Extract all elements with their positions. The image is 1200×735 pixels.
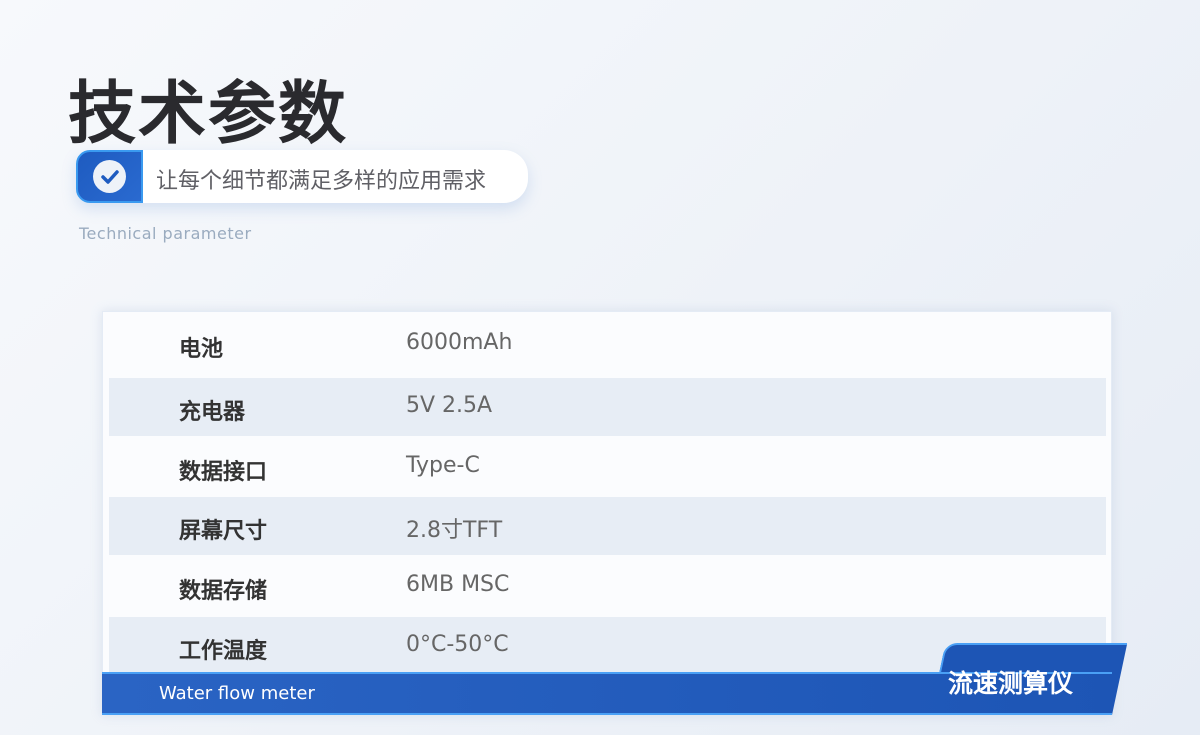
tagline: 让每个细节都满足多样的应用需求 (156, 169, 487, 194)
spec-label: 充电器 (179, 400, 246, 425)
table-row: 数据存储 6MB MSC (109, 557, 1106, 615)
spec-value: 6000mAh (406, 330, 513, 355)
spec-label: 数据接口 (179, 460, 268, 485)
spec-label: 数据存储 (179, 579, 268, 604)
table-row: 屏幕尺寸 2.8寸TFT (109, 497, 1106, 555)
spec-label: 电池 (179, 337, 224, 362)
tagline-pill: 让每个细节都满足多样的应用需求 (76, 150, 528, 203)
spec-value: 2.8寸TFT (406, 518, 503, 543)
spec-value: Type-C (406, 453, 480, 478)
spec-label: 工作温度 (179, 639, 268, 664)
subtitle: Technical parameter (79, 224, 252, 243)
page-title: 技术参数 (68, 74, 349, 154)
table-row: 充电器 5V 2.5A (109, 378, 1106, 436)
spec-value: 6MB MSC (406, 572, 510, 597)
product-name: 流速测算仪 (948, 669, 1074, 698)
spec-value: 0°C-50°C (406, 632, 509, 657)
footer-bar: Water flow meter (102, 672, 1112, 715)
check-circle-icon (93, 160, 126, 193)
badge (76, 150, 143, 203)
table-row: 电池 6000mAh (109, 315, 1106, 373)
footer-english: Water flow meter (159, 683, 315, 704)
table-row: 数据接口 Type-C (109, 438, 1106, 496)
spec-table: 电池 6000mAh 充电器 5V 2.5A 数据接口 Type-C 屏幕尺寸 2.8寸… (102, 311, 1112, 715)
spec-label: 屏幕尺寸 (179, 519, 268, 544)
spec-value: 5V 2.5A (406, 393, 493, 418)
